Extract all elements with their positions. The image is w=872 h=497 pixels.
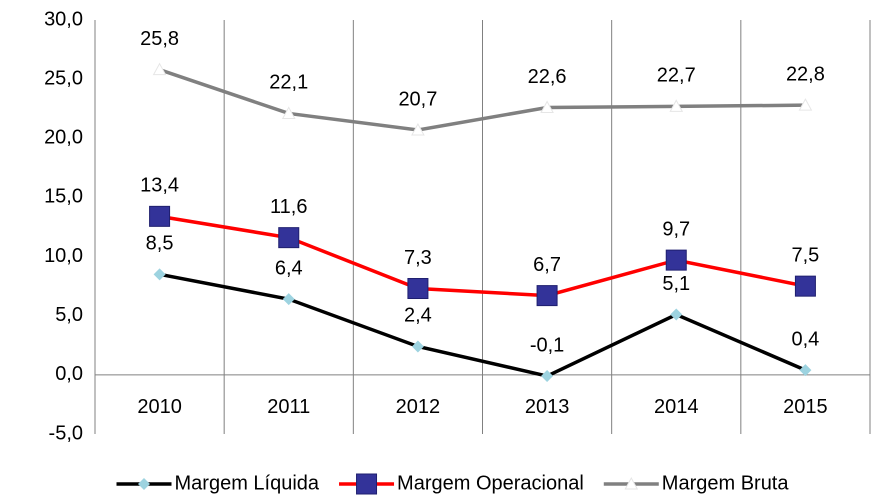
data-point — [411, 122, 425, 136]
data-point — [282, 293, 295, 306]
legend-label: Margem Líquida — [175, 472, 320, 494]
data-label: 9,7 — [662, 218, 690, 240]
x-tick-label: 2011 — [267, 396, 310, 418]
x-tick-label: 2013 — [525, 396, 570, 418]
x-tick-label: 2010 — [137, 396, 182, 418]
data-point — [281, 106, 296, 119]
data-point — [665, 249, 687, 271]
legend-marker — [624, 476, 639, 490]
data-label: 11,6 — [270, 196, 307, 218]
data-label: 13,4 — [140, 175, 179, 197]
data-label: 5,1 — [662, 273, 690, 295]
x-tick-label: 2015 — [783, 396, 828, 418]
y-tick-label: -5,0 — [49, 422, 83, 444]
y-tick-label: 10,0 — [44, 245, 83, 267]
data-point — [411, 340, 424, 353]
data-point — [799, 364, 812, 377]
data-point — [541, 370, 554, 383]
legend-marker — [138, 478, 150, 490]
data-label: 22,1 — [269, 72, 308, 94]
data-point — [670, 308, 683, 321]
data-point — [669, 99, 684, 112]
data-label: 25,8 — [140, 28, 179, 50]
data-point — [149, 205, 171, 227]
series-line — [159, 272, 807, 378]
data-label: 7,5 — [792, 244, 820, 266]
series-line — [159, 68, 806, 132]
data-point — [536, 285, 558, 307]
data-label: 8,5 — [146, 233, 174, 255]
legend: Margem Líquida Margem Operacional Margem B… — [116, 472, 790, 495]
data-point — [794, 275, 816, 297]
legend-marker — [356, 473, 378, 495]
data-label: 6,7 — [533, 254, 561, 276]
data-point — [407, 278, 429, 300]
x-tick-label: 2012 — [396, 396, 441, 418]
data-label: 22,8 — [786, 63, 825, 85]
y-tick-label: 20,0 — [44, 127, 83, 149]
y-tick-label: 30,0 — [44, 8, 83, 30]
y-tick-label: 5,0 — [55, 304, 83, 326]
data-label: 2,4 — [404, 305, 432, 327]
data-label: 20,7 — [398, 88, 437, 110]
legend-label: Margem Bruta — [662, 472, 790, 494]
data-label: 22,7 — [657, 65, 696, 87]
y-tick-label: 0,0 — [55, 363, 83, 385]
data-point — [540, 100, 554, 114]
data-point — [152, 62, 167, 76]
data-label: -0,1 — [530, 334, 564, 356]
data-label: 7,3 — [404, 247, 432, 269]
data-point — [153, 268, 166, 281]
data-label: 6,4 — [275, 257, 303, 279]
data-label: 0,4 — [792, 328, 820, 350]
data-label: 22,6 — [528, 66, 567, 88]
x-tick-label: 2014 — [654, 396, 699, 418]
series-line — [159, 214, 806, 298]
data-point — [278, 227, 300, 249]
legend-label: Margem Operacional — [397, 472, 584, 494]
y-tick-label: 15,0 — [44, 186, 83, 208]
y-tick-label: 25,0 — [44, 67, 83, 89]
data-point — [798, 98, 813, 111]
